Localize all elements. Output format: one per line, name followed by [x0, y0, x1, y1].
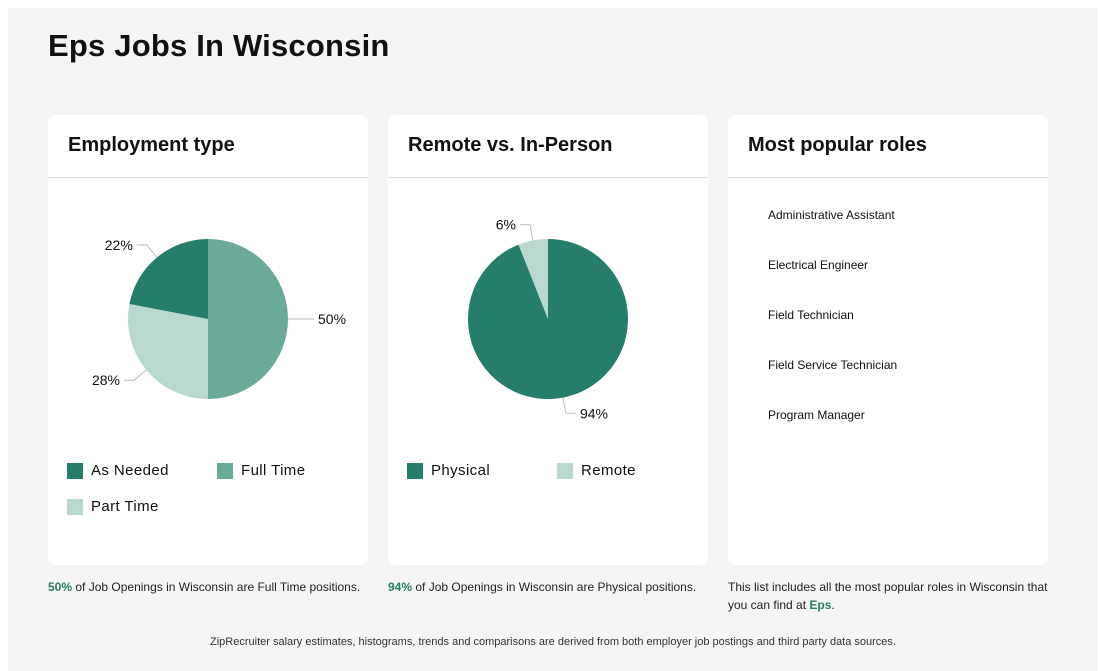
roles-footnote-suffix: .	[831, 598, 835, 612]
slice-label-remote: 6%	[496, 217, 516, 233]
pie-slice-remote[interactable]	[518, 239, 548, 319]
remote-vs-in-person-title: Remote vs. In-Person	[388, 115, 708, 178]
legend-item-part-time[interactable]: Part Time	[67, 498, 159, 515]
roles-footnote-text: This list includes all the most popular …	[728, 580, 1048, 612]
legend-swatch-remote	[557, 462, 573, 479]
remote-footnote-text: of Job Openings in Wisconsin are Physica…	[412, 580, 697, 594]
source-note: ZipRecruiter salary estimates, histogram…	[210, 636, 896, 648]
remote-footnote: 94% of Job Openings in Wisconsin are Phy…	[388, 578, 718, 596]
slice-label-part-time: 28%	[92, 372, 120, 388]
legend-item-remote[interactable]: Remote	[557, 462, 636, 479]
role-item-program-manager[interactable]: Program Manager	[768, 408, 865, 422]
legend-swatch-physical	[407, 462, 423, 479]
legend-label-part-time: Part Time	[91, 498, 159, 515]
employment-type-card: Employment type 50% 28% 22% As Needed Full …	[48, 115, 368, 565]
pie-slice-full-time[interactable]	[208, 239, 288, 399]
legend-swatch-full-time	[217, 462, 233, 479]
legend-label-remote: Remote	[581, 462, 636, 479]
legend-swatch-as-needed	[67, 462, 83, 479]
leader-line-part-time	[124, 369, 147, 381]
role-item-field-service-technician[interactable]: Field Service Technician	[768, 358, 898, 372]
remote-footnote-highlight: 94%	[388, 580, 413, 594]
page-frame: Eps Jobs In Wisconsin Employment type 50…	[8, 8, 1098, 671]
popular-roles-card: Most popular roles Administrative Assist…	[728, 115, 1048, 565]
employment-footnote: 50% of Job Openings in Wisconsin are Ful…	[48, 578, 378, 596]
employment-type-pie-chart: 50% 28% 22%	[92, 237, 346, 399]
popular-roles-title: Most popular roles	[728, 115, 1048, 178]
legend-item-as-needed[interactable]: As Needed	[67, 462, 169, 479]
employment-type-title: Employment type	[48, 115, 368, 178]
legend-label-full-time: Full Time	[241, 462, 306, 479]
roles-footnote: This list includes all the most popular …	[728, 578, 1058, 614]
role-item-administrative-assistant[interactable]: Administrative Assistant	[768, 208, 895, 222]
leader-line-as-needed	[136, 244, 158, 258]
leader-line-physical	[562, 397, 576, 414]
legend-item-full-time[interactable]: Full Time	[217, 462, 305, 479]
role-item-field-technician[interactable]: Field Technician	[768, 308, 854, 322]
legend-item-physical[interactable]: Physical	[407, 462, 490, 479]
slice-label-as-needed: 22%	[105, 237, 133, 253]
employment-footnote-text: of Job Openings in Wisconsin are Full Ti…	[72, 580, 361, 594]
pie-slice-part-time[interactable]	[127, 304, 208, 399]
leader-line-remote	[520, 224, 534, 241]
legend-label-physical: Physical	[431, 462, 491, 479]
legend-swatch-part-time	[67, 498, 83, 515]
slice-label-full-time: 50%	[318, 311, 346, 327]
remote-vs-in-person-pie-chart: 94% 6%	[468, 217, 628, 421]
page-title: Eps Jobs In Wisconsin	[48, 28, 390, 63]
roles-footnote-link[interactable]: Eps	[809, 598, 832, 612]
remote-vs-in-person-card: Remote vs. In-Person 94% 6% Physical Remot…	[388, 115, 708, 565]
pie-slice-as-needed[interactable]	[129, 239, 208, 319]
role-item-electrical-engineer[interactable]: Electrical Engineer	[768, 258, 869, 272]
employment-footnote-highlight: 50%	[48, 580, 73, 594]
legend-label-as-needed: As Needed	[91, 462, 169, 479]
slice-label-physical: 94%	[580, 405, 608, 421]
